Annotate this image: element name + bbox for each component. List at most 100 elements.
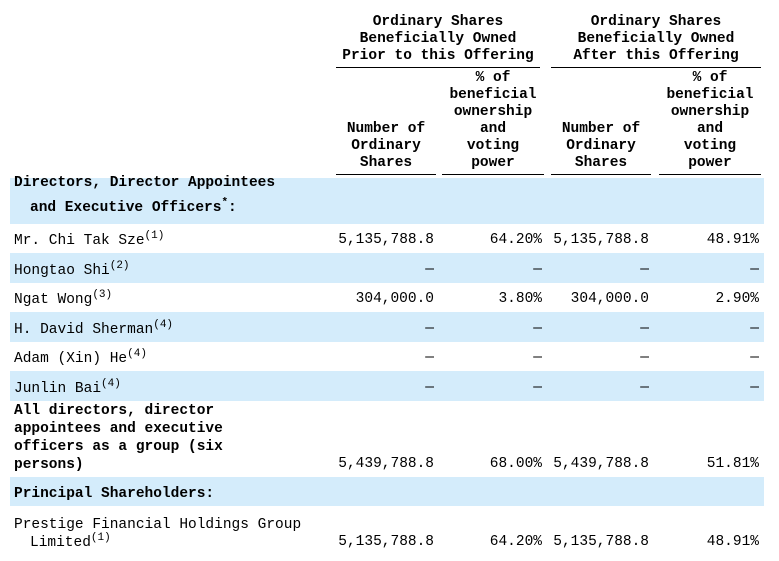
text-line: Ordinary Shares bbox=[372, 14, 504, 30]
footnote-ref: * bbox=[221, 197, 229, 209]
row-label: Ngat Wong(3) bbox=[14, 289, 113, 309]
cell-value: — bbox=[533, 321, 542, 337]
table-row: Principal Shareholders: bbox=[10, 477, 764, 506]
text-line: beneficial bbox=[449, 87, 537, 103]
cell-value: — bbox=[750, 321, 759, 337]
table-row: Junlin Bai(4) — — — — bbox=[10, 371, 764, 401]
text-line: Prior to this Offering bbox=[342, 48, 534, 64]
label-text: All directors, director bbox=[14, 403, 215, 419]
cell-value: 5,135,788.8 bbox=[553, 232, 649, 248]
label-line: Prestige Financial Holdings Group bbox=[14, 516, 301, 534]
text-line: Ordinary bbox=[566, 138, 636, 154]
cell-value: 64.20% bbox=[489, 232, 542, 248]
label-line: persons) bbox=[14, 456, 223, 474]
cell-value: — bbox=[750, 380, 759, 396]
row-label: Mr. Chi Tak Sze(1) bbox=[14, 230, 165, 250]
text-line: Shares bbox=[359, 155, 413, 171]
cell-value: — bbox=[425, 321, 434, 337]
cell-value: — bbox=[425, 262, 434, 278]
row-label: Junlin Bai(4) bbox=[14, 378, 121, 398]
cell-value: 48.91% bbox=[706, 534, 759, 550]
cell-value: 304,000.0 bbox=[355, 291, 434, 307]
cell-value: — bbox=[640, 321, 649, 337]
label-text: Directors, Director Appointees bbox=[14, 175, 276, 191]
label-text: and Executive Officers bbox=[30, 200, 222, 216]
text-line: % of bbox=[475, 70, 511, 86]
cell-value: — bbox=[640, 380, 649, 396]
text-line: beneficial bbox=[666, 87, 754, 103]
cell-value: — bbox=[750, 350, 759, 366]
label-text: officers as a group (six bbox=[14, 439, 223, 455]
footnote-ref: (1) bbox=[90, 532, 111, 544]
cell-value: 5,439,788.8 bbox=[553, 456, 649, 472]
label-text: Ngat Wong bbox=[14, 292, 93, 308]
table-row: Prestige Financial Holdings Group Limited… bbox=[10, 506, 764, 555]
footnote-ref: (3) bbox=[92, 289, 113, 301]
label-line: and Executive Officers*: bbox=[14, 196, 275, 221]
text-line: Beneficially Owned bbox=[359, 31, 517, 47]
footnote-ref: (4) bbox=[101, 378, 121, 390]
label-line: Directors, Director Appointees bbox=[14, 171, 275, 196]
text-line: % of bbox=[692, 70, 728, 86]
cell-value: 64.20% bbox=[489, 534, 542, 550]
cell-value: 5,135,788.8 bbox=[338, 534, 434, 550]
label-text: appointees and executive bbox=[14, 421, 223, 437]
label-text: Principal Shareholders: bbox=[14, 486, 215, 502]
label-line: Mr. Chi Tak Sze(1) bbox=[14, 230, 165, 250]
cell-value: 304,000.0 bbox=[570, 291, 649, 307]
text-line: and bbox=[479, 121, 507, 137]
label-line: Junlin Bai(4) bbox=[14, 378, 121, 398]
label-line: Adam (Xin) He(4) bbox=[14, 348, 147, 368]
row-label: All directors, director appointees and ex… bbox=[14, 402, 223, 474]
label-line: Principal Shareholders: bbox=[14, 485, 214, 503]
label-line: Hongtao Shi(2) bbox=[14, 260, 130, 280]
cell-value: 5,135,788.8 bbox=[338, 232, 434, 248]
group-header: Ordinary Shares Beneficially Owned Prior t… bbox=[336, 14, 540, 68]
footnote-ref: (4) bbox=[127, 348, 147, 360]
label-text: Hongtao Shi bbox=[14, 263, 110, 279]
label-text: H. David Sherman bbox=[14, 322, 154, 338]
label-text: Adam (Xin) He bbox=[14, 351, 128, 367]
cell-value: 5,439,788.8 bbox=[338, 456, 434, 472]
cell-value: — bbox=[425, 350, 434, 366]
table-row: Ngat Wong(3) 304,000.0 3.80% 304,000.0 2.90% bbox=[10, 283, 764, 312]
cell-value: — bbox=[425, 380, 434, 396]
text-line: power bbox=[471, 155, 515, 171]
label-line: Ngat Wong(3) bbox=[14, 289, 113, 309]
cell-value: 2.90% bbox=[715, 291, 759, 307]
text-line: Shares bbox=[574, 155, 628, 171]
text-line: ownership bbox=[670, 104, 750, 120]
table-row: H. David Sherman(4) — — — — bbox=[10, 312, 764, 342]
cell-value: 48.91% bbox=[706, 232, 759, 248]
table-row: Directors, Director Appointees and Execut… bbox=[10, 175, 764, 224]
cell-value: — bbox=[533, 380, 542, 396]
cell-value: 68.00% bbox=[489, 456, 542, 472]
label-line: Limited(1) bbox=[14, 532, 301, 552]
text-line: Ordinary Shares bbox=[590, 14, 722, 30]
row-label: Directors, Director Appointees and Execut… bbox=[14, 171, 275, 221]
cell-value: 5,135,788.8 bbox=[553, 534, 649, 550]
cell-value: — bbox=[533, 262, 542, 278]
footnote-ref: (2) bbox=[109, 260, 130, 272]
text-line: Number of bbox=[561, 121, 641, 137]
cell-value: — bbox=[533, 350, 542, 366]
footnote-ref: (1) bbox=[144, 230, 165, 242]
column-header: Number of Ordinary Shares bbox=[551, 121, 651, 175]
label-suffix: : bbox=[228, 200, 237, 216]
text-line: Ordinary bbox=[351, 138, 421, 154]
row-label: Hongtao Shi(2) bbox=[14, 260, 130, 280]
table-row: Adam (Xin) He(4) — — — — bbox=[10, 342, 764, 371]
label-line: appointees and executive bbox=[14, 420, 223, 438]
label-text: Junlin Bai bbox=[14, 381, 102, 397]
row-label: Adam (Xin) He(4) bbox=[14, 348, 147, 368]
table-row: Mr. Chi Tak Sze(1) 5,135,788.8 64.20% 5,135… bbox=[10, 224, 764, 253]
text-line: ownership bbox=[453, 104, 533, 120]
column-header: % of beneficial ownership and voting power bbox=[442, 70, 544, 175]
label-line: All directors, director bbox=[14, 402, 223, 420]
footnote-ref: (4) bbox=[153, 319, 174, 331]
text-line: voting bbox=[683, 138, 737, 154]
text-line: After this Offering bbox=[573, 48, 739, 64]
row-label: Prestige Financial Holdings Group Limited… bbox=[14, 516, 301, 552]
cell-value: 51.81% bbox=[706, 456, 759, 472]
